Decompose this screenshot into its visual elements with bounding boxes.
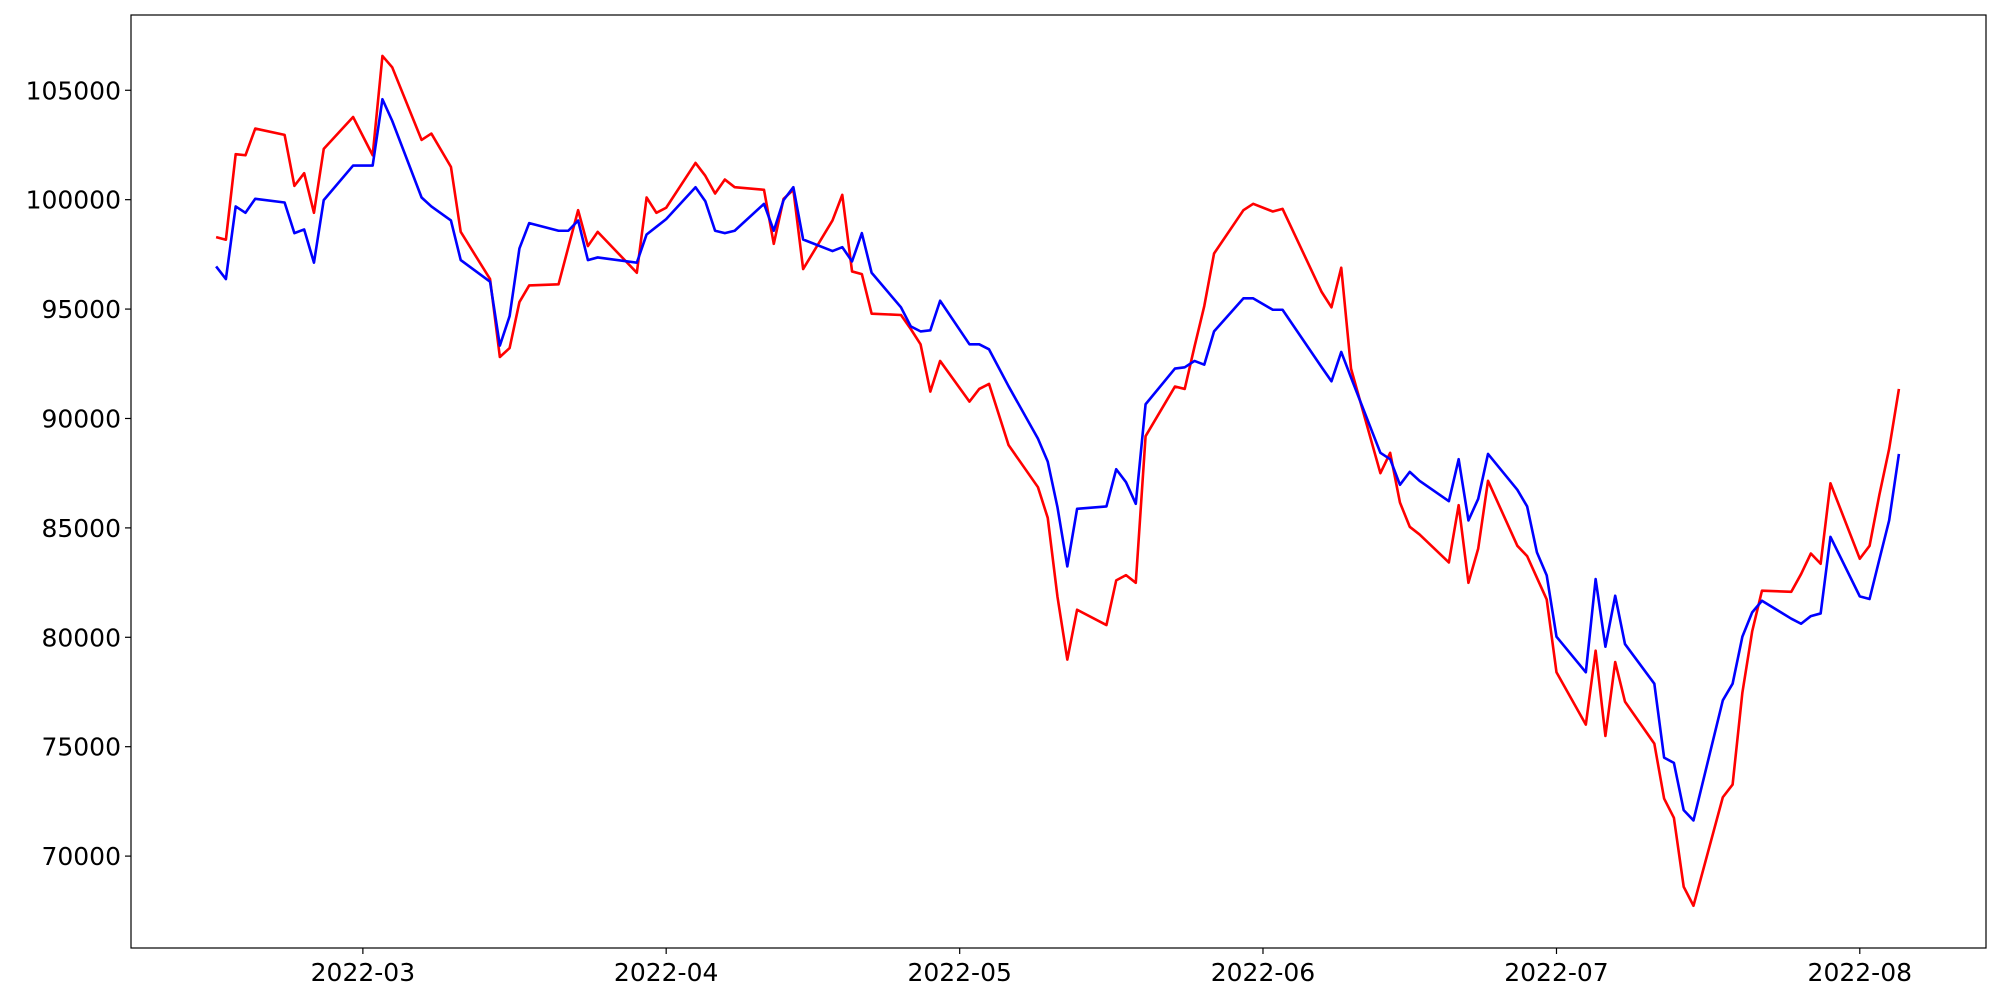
y-tick-label: 105000 [26, 76, 121, 105]
x-tick-label: 2022-08 [1808, 958, 1912, 987]
y-tick-label: 75000 [41, 733, 121, 762]
x-tick-label: 2022-05 [907, 958, 1011, 987]
plot-frame [130, 14, 1987, 949]
x-tick-label: 2022-07 [1504, 958, 1608, 987]
y-tick-label: 90000 [41, 404, 121, 433]
x-tick-label: 2022-04 [614, 958, 718, 987]
y-tick-label: 85000 [41, 514, 121, 543]
y-tick-label: 95000 [41, 295, 121, 324]
x-tick-label: 2022-06 [1211, 958, 1315, 987]
y-tick-label: 70000 [41, 842, 121, 871]
data-line [215, 97, 1901, 822]
y-tick-label: 80000 [41, 623, 121, 652]
x-tick-label: 2022-03 [311, 958, 415, 987]
y-tick-label: 100000 [26, 186, 121, 215]
data-line [215, 54, 1901, 908]
